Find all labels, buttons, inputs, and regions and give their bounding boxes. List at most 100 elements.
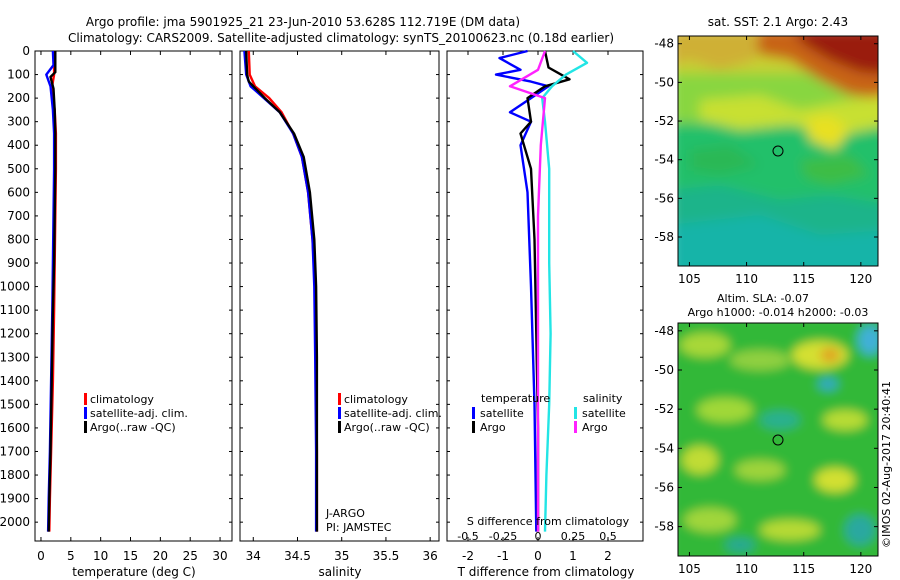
s-difference-axis-label: S difference from climatology [467,515,630,528]
sla-heatmap [678,323,878,556]
depth-tick-label: 1200 [0,327,30,341]
depth-tick-label: 500 [7,162,30,176]
series-line-temperature-argo [519,50,571,532]
map-y-tick-label: -48 [654,37,674,51]
legend-swatch-s-argo [574,421,577,433]
x-tick-label: 35 [334,549,349,563]
sla-map-axes: -48 -50 -52 -54 -56 -58 105 110 115 120 [654,323,878,576]
depth-tick-label: 1000 [0,280,30,294]
difference-x-axis: -2 -1 0 1 2 [462,51,612,563]
temperature-panel [34,50,233,542]
program-label: J-ARGO [325,507,365,520]
temperature-x-axis: 0 5 10 15 20 25 30 [37,51,228,563]
s-diff-tick-label: 0 [535,530,542,543]
x-tick-label: 1 [569,549,577,563]
map-y-tick-label: -54 [654,153,674,167]
depth-tick-label: 200 [7,91,30,105]
legend-swatch-t-satellite [472,407,475,419]
series-line-satellite-adj-clim [243,50,318,532]
series-line-temperature-satellite [494,49,550,532]
series-line-salinity-satellite [541,50,589,532]
legend-swatch-s-satellite [574,407,577,419]
map-y-tick-label: -50 [654,363,674,377]
s-diff-tick-label: -0.5 [457,530,478,543]
depth-tick-label: 1300 [0,350,30,364]
legend-salinity-title: salinity [583,392,623,405]
map-y-tick-label: -56 [654,191,674,205]
s-diff-tick-label: -0.25 [489,530,517,543]
legend-climatology: climatology [344,393,408,406]
map-x-tick-label: 105 [678,562,701,576]
depth-tick-label: 800 [7,232,30,246]
salinity-x-axis: 34 34.5 35 35.5 36 [246,51,438,563]
depth-tick-label: 700 [7,209,30,223]
x-tick-label: 0 [37,549,45,563]
legend-climatology: climatology [90,393,154,406]
difference-series [494,49,589,532]
x-tick-label: 15 [123,549,138,563]
x-tick-label: -2 [462,549,474,563]
depth-tick-label: 1700 [0,444,30,458]
legend-swatch-t-argo [472,421,475,433]
map-x-tick-label: 115 [792,272,815,286]
pi-label: PI: JAMSTEC [326,521,392,534]
legend-t-satellite: satellite [480,407,524,420]
x-tick-label: 10 [93,549,108,563]
sst-map-title: sat. SST: 2.1 Argo: 2.43 [708,15,848,29]
depth-tick-label: 900 [7,256,30,270]
depth-tick-label: 300 [7,115,30,129]
title-line2: Climatology: CARS2009. Satellite-adjuste… [68,31,614,45]
legend-swatch-satellite [338,407,341,419]
series-line-argo-raw-qc [245,50,319,532]
series-line-salinity-argo [508,50,547,532]
depth-tick-label: 600 [7,185,30,199]
series-line-climatology [247,50,319,532]
map-x-tick-label: 105 [678,272,701,286]
map-x-tick-label: 120 [849,272,872,286]
legend-temperature-title: temperature [481,392,550,405]
legend-s-satellite: satellite [582,407,626,420]
difference-legend: temperature salinity satellite Argo sate… [472,392,626,434]
map-y-tick-label: -58 [654,230,674,244]
sst-map-frame [677,35,879,267]
map-x-tick-label: 110 [735,272,758,286]
sla-map-title: Altim. SLA: -0.07 [717,292,809,305]
temperature-axis-label: temperature (deg C) [72,565,195,579]
depth-axis: 0 100 200 300 400 500 600 700 800 900 1000 1100 1200… [0,44,643,529]
sst-heatmap [678,36,878,266]
x-tick-label: 34 [246,549,261,563]
legend-satellite: satellite-adj. clim. [344,407,442,420]
x-tick-label: 30 [212,549,227,563]
legend-satellite: satellite-adj. clim. [90,407,188,420]
depth-tick-label: 0 [22,44,30,58]
x-tick-label: 34.5 [284,549,311,563]
series-line-argo-raw-qc [47,51,57,532]
map-y-tick-label: -48 [654,324,674,338]
map-y-tick-label: -58 [654,520,674,534]
depth-tick-label: 100 [7,68,30,82]
credit-label: ©IMOS 02-Aug-2017 20:40:41 [880,381,893,548]
map-y-tick-label: -52 [654,402,674,416]
x-tick-label: 0 [534,549,542,563]
t-difference-axis-label: T difference from climatology [457,565,635,579]
legend-t-argo: Argo [480,421,506,434]
sst-profile-marker [772,145,784,157]
map-y-tick-label: -50 [654,75,674,89]
x-tick-label: 2 [604,549,612,563]
argo-h-label: Argo h1000: -0.014 h2000: -0.03 [688,306,869,319]
depth-tick-label: 1600 [0,421,30,435]
x-tick-label: 35.5 [373,549,400,563]
map-x-tick-label: 110 [735,562,758,576]
salinity-panel [239,50,440,542]
map-y-tick-label: -54 [654,441,674,455]
sst-map-axes: -48 -50 -52 -54 -56 -58 105 110 115 120 [654,36,878,286]
s-diff-tick-label: 0.5 [599,530,617,543]
legend-swatch-climatology [84,393,87,405]
x-tick-label: 5 [67,549,75,563]
legend-s-argo: Argo [582,421,608,434]
legend-swatch-climatology [338,393,341,405]
s-diff-tick-label: 0.25 [561,530,586,543]
temperature-legend: climatology satellite-adj. clim. Argo(..… [84,393,188,434]
map-y-tick-label: -56 [654,480,674,494]
